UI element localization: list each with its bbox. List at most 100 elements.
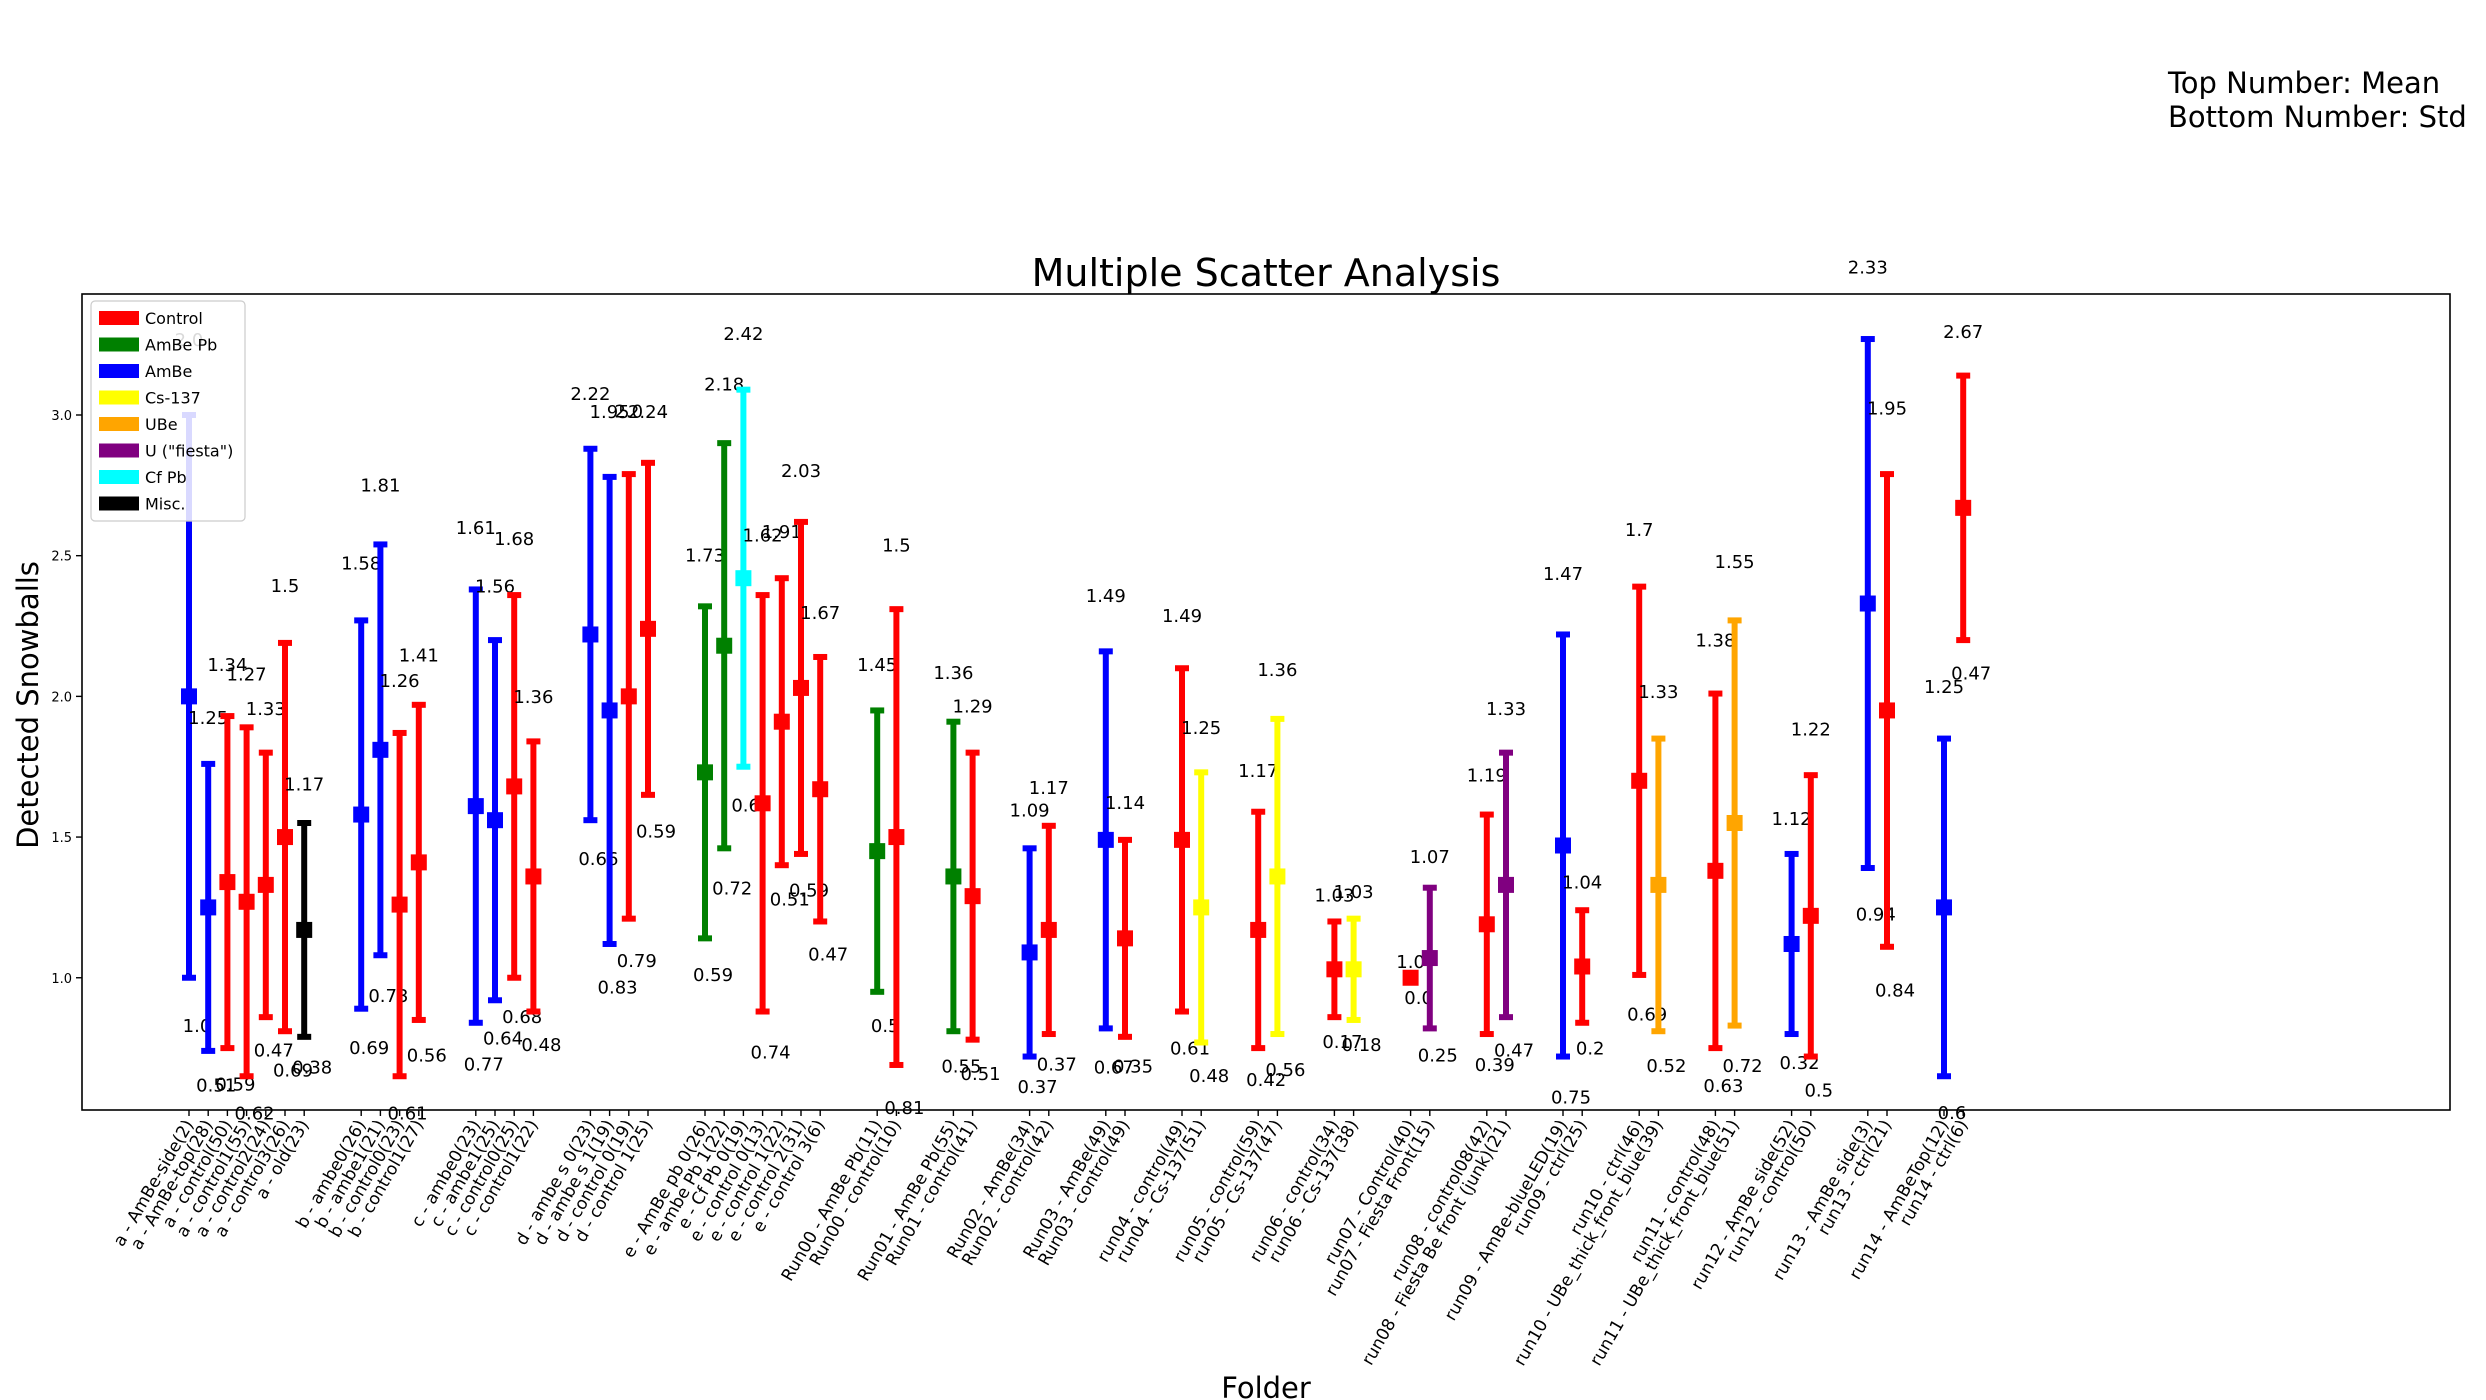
std-label: 0.51 (196, 1075, 236, 1096)
legend-swatch (99, 417, 139, 431)
std-label: 0.59 (693, 965, 733, 986)
chart-title: Multiple Scatter Analysis (1032, 251, 1501, 295)
mean-label: 1.41 (399, 646, 439, 667)
mean-marker (582, 626, 599, 643)
mean-marker (601, 702, 618, 719)
std-label: 0.6 (1938, 1103, 1967, 1124)
mean-marker (296, 921, 313, 938)
mean-label: 1.67 (800, 603, 840, 624)
std-label: 0.67 (1094, 1057, 1134, 1078)
x-axis-ticks: a - AmBe-side(2)a - AmBe-top(28)a - cont… (110, 1110, 1973, 1370)
y-tick-label: 1.0 (51, 972, 72, 987)
legend-entry: Cf Pb (145, 468, 187, 487)
mean-marker (1707, 862, 1724, 879)
mean-label: 2.42 (723, 324, 763, 345)
mean-label: 1.26 (380, 671, 420, 692)
mean-label: 2.18 (704, 375, 744, 396)
legend-swatch (99, 337, 139, 352)
mean-label: 2.33 (1848, 257, 1888, 278)
mean-marker (697, 764, 713, 781)
mean-marker (754, 795, 771, 812)
mean-label: 1.33 (1638, 682, 1678, 703)
mean-marker (467, 798, 484, 815)
y-tick-label: 2.5 (51, 550, 72, 565)
std-label: 0.75 (1551, 1088, 1591, 1109)
mean-marker (773, 713, 790, 730)
std-label: 0.56 (407, 1046, 447, 1067)
mean-label: 1.22 (1791, 720, 1831, 741)
mean-marker (506, 778, 523, 795)
mean-label: 1.91 (762, 522, 802, 543)
mean-marker (793, 679, 809, 696)
legend-entry: UBe (145, 415, 178, 434)
x-axis-label: Folder (1221, 1371, 1311, 1400)
std-label: 0.51 (961, 1064, 1001, 1085)
mean-marker (620, 688, 637, 705)
mean-marker (1345, 961, 1362, 978)
mean-label: 1.19 (1467, 766, 1507, 787)
std-label: 0.37 (1037, 1054, 1077, 1075)
mean-label: 1.25 (1924, 677, 1964, 698)
std-label: 0.47 (1494, 1040, 1534, 1061)
mean-label: 1.5 (882, 535, 911, 556)
std-label: 0.5 (1804, 1081, 1833, 1102)
std-label: 0.47 (1951, 663, 1991, 684)
mean-label: 1.49 (1162, 606, 1202, 627)
y-axis-ticks: 1.0 1.5 2.0 2.5 3.0 (51, 409, 82, 987)
mean-marker (1802, 907, 1819, 924)
legend-swatch (99, 496, 139, 511)
mean-label: 1.03 (1334, 882, 1374, 903)
mean-label: 1.56 (475, 576, 515, 597)
std-label: 0.25 (1418, 1045, 1458, 1066)
mean-label: 1.95 (590, 402, 630, 423)
mean-marker (888, 829, 905, 846)
std-label: 0.59 (636, 821, 676, 842)
mean-label: 1.58 (341, 554, 381, 575)
mean-label: 1.81 (360, 475, 400, 496)
legend-swatch (99, 390, 139, 405)
mean-marker (1574, 958, 1591, 975)
mean-label: 1.36 (933, 663, 973, 684)
mean-label: 1.04 (1562, 872, 1602, 893)
mean-label: 2.22 (570, 384, 610, 405)
std-label: 0.81 (884, 1098, 924, 1119)
mean-label: 1.5 (271, 576, 300, 597)
mean-marker (1193, 899, 1210, 916)
mean-label: 1.38 (1695, 630, 1735, 651)
mean-marker (1117, 930, 1133, 947)
mean-label: 1.09 (1010, 800, 1050, 821)
mean-marker (1859, 595, 1876, 612)
mean-label: 2.24 (628, 402, 668, 423)
std-label: 0.59 (215, 1075, 255, 1096)
legend-swatch (99, 470, 139, 484)
mean-marker (1631, 772, 1648, 789)
std-label: 0.77 (464, 1054, 504, 1075)
std-label: 0.39 (1475, 1055, 1515, 1076)
y-tick-label: 1.5 (51, 831, 72, 846)
std-label: 0.69 (349, 1038, 389, 1059)
mean-label: 1.17 (284, 775, 324, 796)
mean-marker (716, 637, 733, 654)
std-label: 0.48 (1189, 1066, 1229, 1087)
mean-label: 2.67 (1943, 322, 1983, 343)
mean-label: 1.34 (207, 655, 247, 676)
legend-entry: Cs-137 (145, 389, 201, 408)
legend-note-mean: Top Number: Mean (2168, 66, 2441, 100)
mean-marker (487, 812, 503, 829)
mean-label: 1.7 (1625, 520, 1654, 541)
mean-label: 1.61 (456, 518, 496, 539)
std-label: 0.2 (1576, 1038, 1605, 1059)
y-axis-label: Detected Snowballs (11, 561, 45, 849)
legend-entry: AmBe Pb (145, 336, 217, 355)
mean-marker (1936, 899, 1952, 916)
mean-label: 1.17 (1029, 778, 1069, 799)
legend-entry: Misc. (145, 495, 185, 514)
mean-label: 1.33 (1486, 699, 1526, 720)
mean-label: 1.36 (513, 687, 553, 708)
y-tick-label: 3.0 (51, 409, 72, 424)
std-label: 0.0 (1404, 988, 1433, 1009)
std-label: 0.79 (617, 951, 657, 972)
mean-label: 1.25 (1181, 718, 1221, 739)
mean-marker (1498, 876, 1514, 893)
mean-marker (1726, 814, 1743, 831)
